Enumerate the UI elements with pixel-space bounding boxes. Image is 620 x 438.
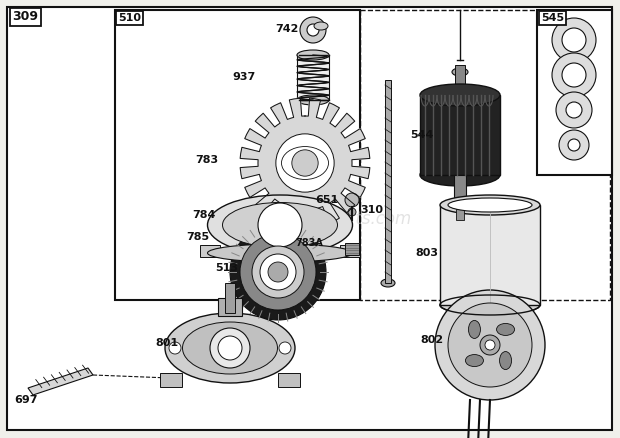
Circle shape bbox=[485, 340, 495, 350]
Circle shape bbox=[559, 130, 589, 160]
Polygon shape bbox=[460, 315, 480, 333]
Text: 783: 783 bbox=[195, 155, 218, 165]
Bar bbox=[225, 283, 235, 313]
Bar bbox=[160, 373, 182, 387]
Text: 937: 937 bbox=[232, 72, 255, 82]
Text: 801: 801 bbox=[155, 338, 178, 348]
Bar bbox=[345, 243, 359, 255]
Ellipse shape bbox=[381, 279, 395, 287]
Polygon shape bbox=[500, 315, 520, 333]
Circle shape bbox=[562, 63, 586, 87]
Bar bbox=[278, 373, 300, 387]
Circle shape bbox=[345, 193, 359, 207]
Bar bbox=[218, 298, 242, 316]
Text: eReplacementParts.com: eReplacementParts.com bbox=[208, 210, 412, 228]
Bar bbox=[420, 95, 500, 175]
Bar bbox=[456, 205, 464, 220]
Bar bbox=[360, 10, 610, 300]
Circle shape bbox=[169, 342, 181, 354]
Bar bbox=[200, 245, 220, 257]
Circle shape bbox=[568, 139, 580, 151]
Text: 545: 545 bbox=[541, 13, 564, 23]
Circle shape bbox=[292, 150, 318, 176]
Ellipse shape bbox=[223, 202, 337, 247]
Ellipse shape bbox=[182, 322, 278, 374]
Bar bbox=[340, 245, 360, 257]
Text: 651: 651 bbox=[315, 195, 339, 205]
Polygon shape bbox=[28, 368, 93, 395]
Circle shape bbox=[210, 328, 250, 368]
Circle shape bbox=[258, 203, 302, 247]
Ellipse shape bbox=[165, 313, 295, 383]
Ellipse shape bbox=[420, 84, 500, 106]
Ellipse shape bbox=[440, 295, 540, 315]
Bar bbox=[115, 10, 360, 300]
Text: 785: 785 bbox=[186, 232, 209, 242]
Text: 544: 544 bbox=[410, 130, 433, 140]
Ellipse shape bbox=[450, 201, 470, 209]
Bar bbox=[454, 175, 466, 205]
Text: 802: 802 bbox=[420, 335, 443, 345]
Circle shape bbox=[260, 254, 296, 290]
Text: 310: 310 bbox=[360, 205, 383, 215]
Text: 309: 309 bbox=[12, 10, 38, 23]
Circle shape bbox=[240, 234, 316, 310]
Circle shape bbox=[252, 246, 304, 298]
Bar bbox=[297, 55, 329, 100]
Text: 510: 510 bbox=[118, 13, 141, 23]
Bar bbox=[440, 205, 540, 305]
Text: 783A: 783A bbox=[295, 238, 323, 248]
Ellipse shape bbox=[297, 95, 329, 105]
Bar bbox=[455, 65, 465, 100]
Text: 697: 697 bbox=[14, 395, 37, 405]
Polygon shape bbox=[240, 98, 370, 228]
Ellipse shape bbox=[297, 50, 329, 60]
Ellipse shape bbox=[469, 321, 481, 339]
Circle shape bbox=[552, 18, 596, 62]
Ellipse shape bbox=[208, 244, 353, 262]
Ellipse shape bbox=[208, 195, 353, 255]
Circle shape bbox=[300, 17, 326, 43]
Circle shape bbox=[279, 342, 291, 354]
Circle shape bbox=[348, 208, 356, 216]
Circle shape bbox=[230, 224, 326, 320]
Circle shape bbox=[435, 290, 545, 400]
Circle shape bbox=[562, 28, 586, 52]
Bar bbox=[537, 10, 612, 175]
Circle shape bbox=[218, 336, 242, 360]
Ellipse shape bbox=[448, 198, 532, 212]
Ellipse shape bbox=[466, 354, 484, 367]
Ellipse shape bbox=[497, 323, 515, 336]
Circle shape bbox=[448, 303, 532, 387]
Text: 803: 803 bbox=[415, 248, 438, 258]
Text: 513: 513 bbox=[215, 263, 238, 273]
Circle shape bbox=[268, 262, 288, 282]
Ellipse shape bbox=[452, 68, 468, 76]
Ellipse shape bbox=[500, 352, 511, 370]
Ellipse shape bbox=[314, 22, 328, 30]
Text: 784: 784 bbox=[192, 210, 215, 220]
Text: 742: 742 bbox=[275, 24, 298, 34]
Circle shape bbox=[556, 92, 592, 128]
Ellipse shape bbox=[420, 164, 500, 186]
Bar bbox=[385, 80, 391, 283]
Circle shape bbox=[307, 24, 319, 36]
Circle shape bbox=[566, 102, 582, 118]
Circle shape bbox=[480, 335, 500, 355]
Circle shape bbox=[276, 134, 334, 192]
Circle shape bbox=[552, 53, 596, 97]
Ellipse shape bbox=[440, 195, 540, 215]
